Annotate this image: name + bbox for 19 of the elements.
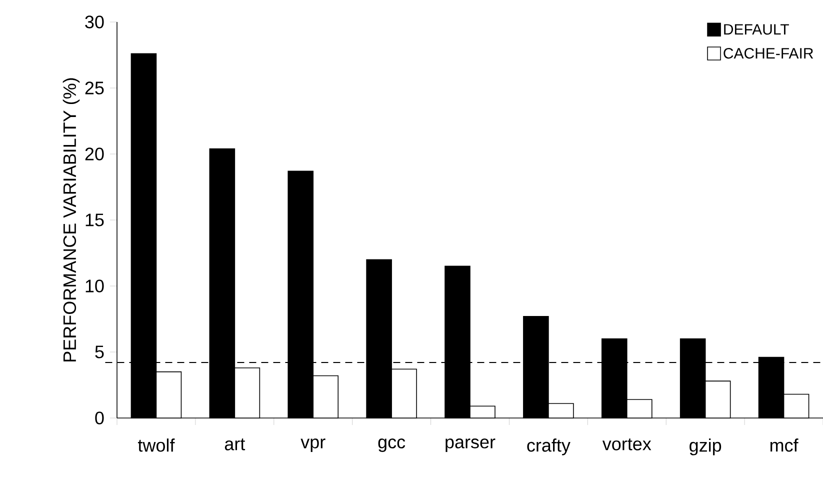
x-tick-label: vpr xyxy=(300,438,326,452)
x-tick-label: gcc xyxy=(378,438,406,452)
y-tick-label: 25 xyxy=(85,82,104,94)
y-tick-label: 5 xyxy=(95,346,104,358)
legend-label: CACHE-FAIR xyxy=(724,48,814,59)
x-tick-label: vortex xyxy=(602,438,652,450)
x-tick-label: crafty xyxy=(527,438,570,456)
x-tick-label: gzip xyxy=(690,438,722,456)
y-tick-label: 30 xyxy=(85,16,104,28)
x-tick-label: parser xyxy=(446,438,496,452)
x-tick-label: art xyxy=(224,438,246,450)
y-tick-label: 15 xyxy=(86,214,104,226)
y-axis-title: PERFORMANCE VARIABILITY (%) xyxy=(62,78,80,362)
y-tick-label: 0 xyxy=(95,412,104,424)
x-tick-label: twolf xyxy=(138,438,175,452)
legend-label: DEFAULT xyxy=(724,24,789,35)
y-tick-label: 10 xyxy=(86,280,104,292)
x-tick-label: mcf xyxy=(770,438,798,452)
y-tick-label: 20 xyxy=(85,148,104,160)
